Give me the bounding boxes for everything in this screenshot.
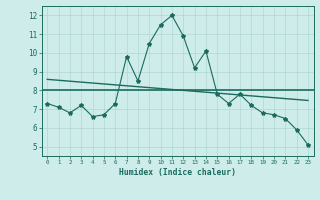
X-axis label: Humidex (Indice chaleur): Humidex (Indice chaleur) bbox=[119, 168, 236, 177]
